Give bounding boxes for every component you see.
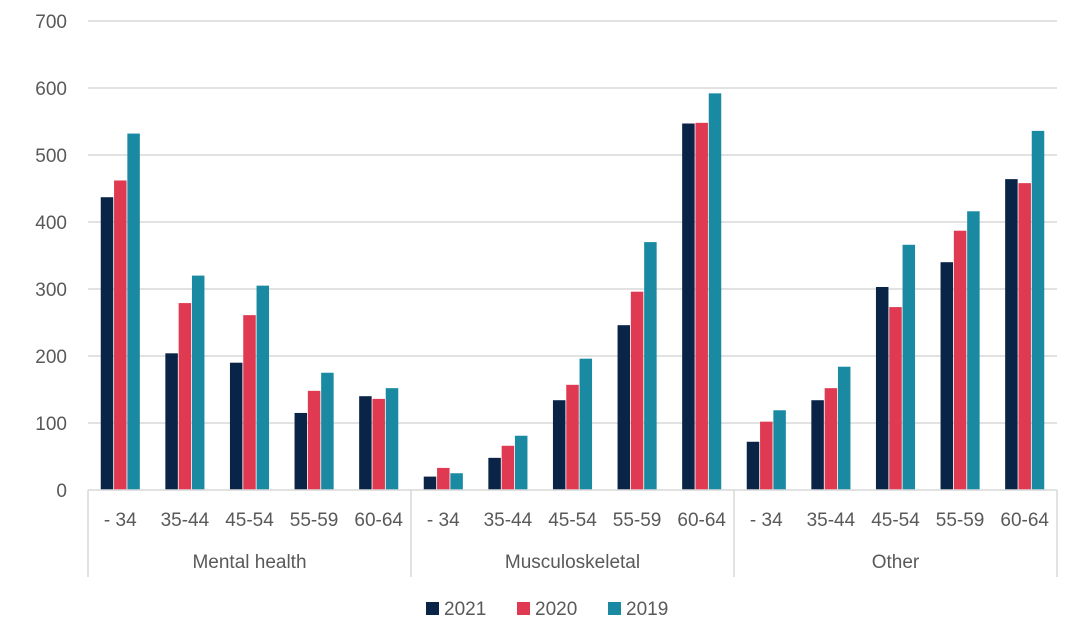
bar-2019-2 xyxy=(256,285,270,490)
bar-2019-11 xyxy=(837,366,851,490)
legend-swatch-2020 xyxy=(517,602,530,615)
bar-2021-3 xyxy=(294,412,308,490)
category-label: 55-59 xyxy=(936,510,985,531)
bar-2021-4 xyxy=(359,396,372,490)
bar-2021-1 xyxy=(165,353,178,490)
bar-2021-12 xyxy=(875,286,889,490)
bar-2020-1 xyxy=(178,303,192,490)
y-tick-label: 300 xyxy=(35,280,67,301)
bar-2021-11 xyxy=(811,400,824,490)
bar-2021-9 xyxy=(682,123,695,490)
category-label: - 34 xyxy=(750,510,783,531)
bar-2021-13 xyxy=(940,262,954,490)
bars xyxy=(100,93,1045,491)
bar-2019-1 xyxy=(191,275,205,490)
bar-2019-12 xyxy=(902,244,916,490)
legend-swatch-2019 xyxy=(608,602,621,615)
bar-2020-13 xyxy=(953,230,967,490)
bar-2021-0 xyxy=(100,197,114,490)
y-tick-label: 700 xyxy=(35,12,67,33)
legend: 2021 2020 2019 xyxy=(426,599,668,620)
bar-2020-9 xyxy=(695,122,708,490)
category-label: 60-64 xyxy=(677,510,726,531)
y-tick-label: 100 xyxy=(35,414,67,435)
bar-2019-6 xyxy=(514,435,528,490)
x-axis-groups: Mental health Musculoskeletal Other xyxy=(192,552,919,573)
bar-2019-8 xyxy=(644,242,657,490)
y-tick-label: 200 xyxy=(35,347,67,368)
y-tick-label: 500 xyxy=(35,146,67,167)
bar-2020-8 xyxy=(630,291,644,490)
bar-2019-9 xyxy=(708,93,722,491)
category-label: - 34 xyxy=(104,510,137,531)
category-label: 35-44 xyxy=(807,510,856,531)
bar-2020-4 xyxy=(372,398,385,490)
bar-2021-5 xyxy=(423,476,437,490)
bar-2019-14 xyxy=(1031,130,1045,490)
category-label: 60-64 xyxy=(1000,510,1049,531)
bar-2020-2 xyxy=(243,315,256,490)
x-axis xyxy=(87,489,1058,577)
bar-2020-6 xyxy=(501,445,515,490)
bar-2020-12 xyxy=(889,307,902,490)
category-label: 35-44 xyxy=(161,510,210,531)
group-label: Musculoskeletal xyxy=(505,552,640,573)
bar-2019-0 xyxy=(127,133,140,490)
bar-2020-14 xyxy=(1018,183,1031,490)
bar-2020-0 xyxy=(114,180,127,490)
bar-2021-10 xyxy=(746,441,760,490)
bar-2019-13 xyxy=(967,211,980,490)
legend-label: 2019 xyxy=(626,599,668,620)
y-axis-ticks: 0 100 200 300 400 500 600 700 xyxy=(35,12,67,502)
bar-2020-11 xyxy=(824,388,838,490)
category-label: 55-59 xyxy=(290,510,339,531)
bar-2020-5 xyxy=(437,467,450,490)
bar-2019-10 xyxy=(773,410,786,490)
category-label: 55-59 xyxy=(613,510,662,531)
category-label: - 34 xyxy=(427,510,460,531)
y-tick-label: 600 xyxy=(35,79,67,100)
group-label: Mental health xyxy=(192,552,306,573)
bar-2021-7 xyxy=(552,400,566,490)
legend-label: 2020 xyxy=(535,599,577,620)
legend-swatch-2021 xyxy=(426,602,439,615)
category-label: 60-64 xyxy=(354,510,403,531)
category-label: 35-44 xyxy=(484,510,533,531)
category-label: 45-54 xyxy=(871,510,920,531)
bar-2021-6 xyxy=(488,457,501,490)
y-tick-label: 0 xyxy=(56,481,67,502)
bar-2020-10 xyxy=(760,421,773,490)
category-label: 45-54 xyxy=(225,510,274,531)
category-label: 45-54 xyxy=(548,510,597,531)
bar-2020-3 xyxy=(307,390,321,490)
bar-2021-2 xyxy=(229,362,243,490)
group-label: Other xyxy=(872,552,920,573)
bar-2019-7 xyxy=(579,358,593,490)
legend-label: 2021 xyxy=(444,599,486,620)
bar-2021-14 xyxy=(1005,179,1018,490)
bar-2021-8 xyxy=(617,325,631,490)
bar-2019-4 xyxy=(385,388,399,490)
bar-2019-3 xyxy=(321,372,334,490)
y-tick-label: 400 xyxy=(35,213,67,234)
x-axis-categories: - 34 35-44 45-54 55-59 60-64 - 34 35-44 45-54 55… xyxy=(104,510,1049,531)
bar-2019-5 xyxy=(450,473,463,490)
bar-2020-7 xyxy=(566,384,579,490)
